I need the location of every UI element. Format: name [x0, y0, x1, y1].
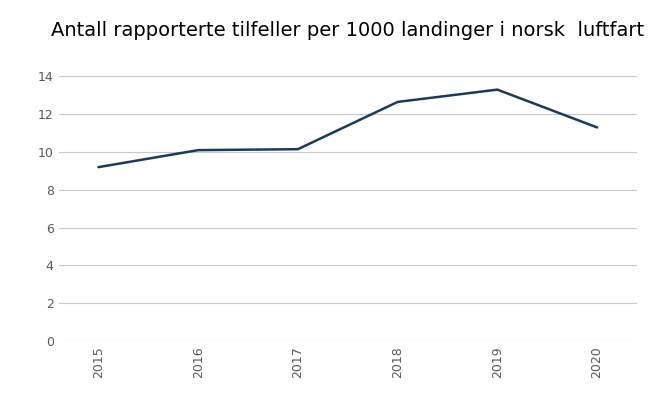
Title: Antall rapporterte tilfeller per 1000 landinger i norsk  luftfart: Antall rapporterte tilfeller per 1000 la… — [51, 21, 644, 40]
